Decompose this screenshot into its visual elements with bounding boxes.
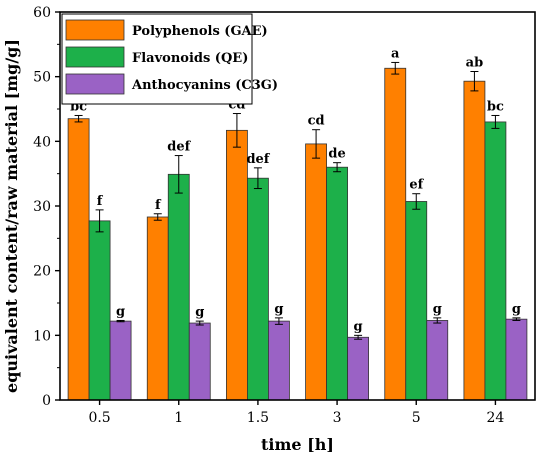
significance-letter: g	[195, 305, 204, 320]
x-tick-label: 0.5	[88, 410, 110, 426]
significance-letter: g	[433, 302, 442, 317]
bar	[484, 121, 507, 401]
x-axis-title: time [h]	[261, 435, 334, 454]
x-tick-label: 3	[333, 410, 342, 426]
y-tick-label: 20	[33, 264, 51, 280]
y-tick-label: 40	[33, 134, 51, 150]
significance-letter: cd	[308, 114, 325, 129]
y-tick-label: 30	[33, 199, 51, 215]
significance-letter: g	[116, 304, 125, 319]
significance-letter: ab	[466, 55, 484, 70]
bar	[463, 80, 486, 401]
y-tick-label: 10	[33, 328, 51, 344]
significance-letter: g	[274, 302, 283, 317]
bar	[268, 320, 290, 401]
significance-letter: f	[155, 198, 162, 213]
significance-letter: g	[512, 302, 521, 317]
plot-frame	[59, 11, 536, 401]
bar	[146, 216, 169, 401]
bar	[305, 143, 327, 401]
significance-letter: de	[328, 147, 345, 162]
bar	[67, 118, 90, 401]
significance-letter: a	[391, 46, 400, 61]
bar	[109, 320, 132, 401]
legend-swatch	[65, 73, 125, 95]
error-bars-layer	[74, 61, 521, 340]
bar	[405, 201, 428, 401]
x-tick-label: 1	[174, 410, 183, 426]
significance-letter: f	[97, 194, 104, 209]
bar	[247, 177, 269, 401]
y-tick-label: 60	[33, 5, 51, 21]
significance-letter: def	[167, 140, 191, 155]
legend-label: Flavonoids (QE)	[132, 51, 248, 66]
bar	[88, 220, 111, 401]
legend-swatch	[65, 19, 125, 41]
significance-letter: bc	[487, 99, 504, 114]
x-tick-label: 5	[412, 410, 421, 426]
bar	[347, 336, 369, 401]
significance-letter: def	[246, 152, 270, 167]
bars-layer	[67, 67, 528, 401]
legend-label: Polyphenols (GAE)	[132, 24, 268, 39]
legend-label: Anthocyanins (C3G)	[131, 78, 278, 93]
bar	[188, 322, 211, 401]
y-axis-ticks: 0 10 20 30 40 50 60 0.5 1 1.5 3 5 24	[33, 5, 504, 426]
x-tick-label: 24	[487, 410, 505, 426]
bar	[426, 320, 449, 401]
legend-swatch	[65, 46, 125, 68]
bar	[226, 129, 248, 401]
y-tick-label: 50	[33, 70, 51, 86]
legend: Polyphenols (GAE) Flavonoids (QE) Anthocya…	[61, 13, 278, 105]
bar	[505, 318, 528, 401]
y-axis-title: equivalent content/raw material [mg/g]	[2, 39, 21, 393]
significance-letter: ef	[409, 178, 424, 193]
significance-letter: g	[354, 319, 363, 334]
y-tick-label: 0	[42, 393, 51, 409]
bar	[384, 67, 407, 401]
x-tick-label: 1.5	[247, 410, 269, 426]
bar	[326, 166, 348, 401]
bar	[167, 173, 190, 401]
